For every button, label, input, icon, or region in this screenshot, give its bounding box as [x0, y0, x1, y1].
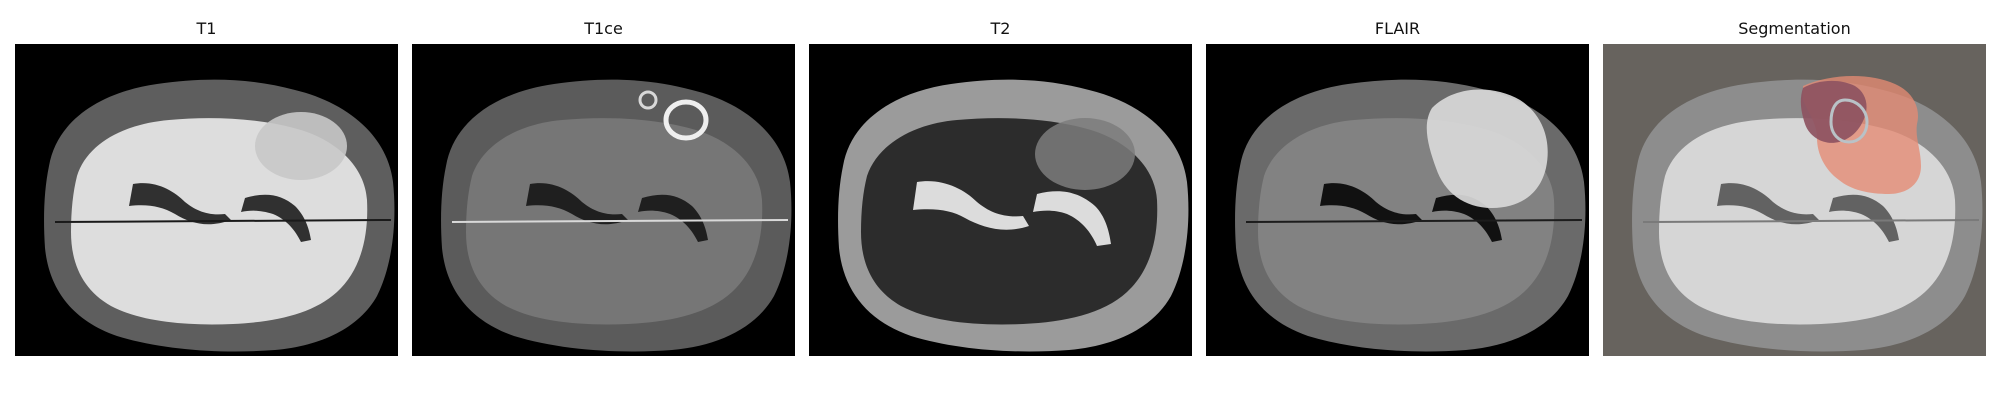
- t2-image: [809, 44, 1192, 356]
- panel-title-t1ce: T1ce: [584, 19, 623, 38]
- t1-image: [15, 44, 398, 356]
- t1-ventricle-right: [241, 194, 311, 242]
- t1-ventricle-left: [129, 183, 231, 225]
- t1-lesion-region: [255, 112, 347, 180]
- t1ce-ventricle-left: [526, 183, 628, 225]
- t2-ventricle-left: [913, 181, 1029, 230]
- flair-lesion-region: [1426, 89, 1548, 208]
- t2-lesion-region: [1035, 118, 1135, 190]
- panel-title-flair: FLAIR: [1374, 19, 1421, 38]
- flair-midline: [1245, 219, 1583, 223]
- flair-ventricle-left: [1320, 183, 1422, 225]
- t1-midline: [54, 219, 392, 223]
- t1ce-enhancing-spot: [638, 90, 658, 110]
- segmentation-ventricle-left: [1717, 183, 1819, 225]
- panel-title-t2: T2: [990, 19, 1011, 38]
- t1ce-ventricle-right: [638, 194, 708, 242]
- t1ce-midline: [451, 219, 789, 223]
- segmentation-enhancing-ring: [1829, 98, 1869, 144]
- panel-t1ce: T1ce: [412, 14, 795, 356]
- segmentation-ventricle-right: [1829, 194, 1899, 242]
- flair-image: [1206, 44, 1589, 356]
- panel-flair: FLAIR: [1206, 14, 1589, 356]
- segmentation-midline: [1642, 219, 1980, 223]
- segmentation-image: [1603, 44, 1986, 356]
- t1ce-enhancing-ring: [663, 99, 709, 141]
- panel-segmentation: Segmentation: [1603, 14, 1986, 356]
- panel-title-segmentation: Segmentation: [1738, 19, 1851, 38]
- t2-ventricle-right: [1033, 191, 1111, 246]
- panel-title-t1: T1: [196, 19, 217, 38]
- panel-t1: T1: [15, 14, 398, 356]
- t1ce-image: [412, 44, 795, 356]
- panel-t2: T2: [809, 14, 1192, 356]
